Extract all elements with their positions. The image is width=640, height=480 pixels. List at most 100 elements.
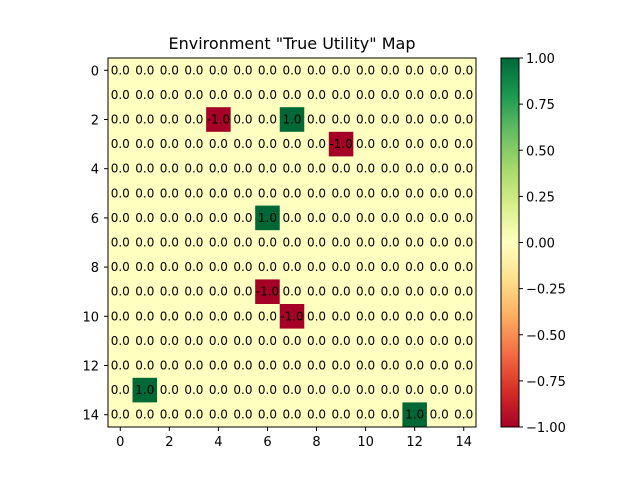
heatmap-cell bbox=[328, 377, 354, 403]
heatmap-cell-label: 0.0 bbox=[405, 88, 424, 102]
heatmap-cell-label: 0.0 bbox=[184, 113, 203, 127]
heatmap-cell bbox=[255, 377, 281, 403]
heatmap-cell bbox=[132, 353, 158, 379]
heatmap-cell bbox=[451, 377, 477, 403]
colorbar-tick-label: 0.25 bbox=[526, 190, 555, 205]
heatmap-cell bbox=[108, 107, 133, 133]
heatmap-cell bbox=[377, 131, 403, 157]
heatmap-cell-label: 0.0 bbox=[233, 359, 252, 373]
heatmap-cell-label: 0.0 bbox=[160, 359, 179, 373]
heatmap-cell bbox=[451, 205, 477, 231]
heatmap-cell-label: 0.0 bbox=[135, 408, 154, 422]
heatmap-cell-label: 0.0 bbox=[233, 113, 252, 127]
heatmap-cell-label: 0.0 bbox=[405, 137, 424, 151]
heatmap-cell-label: 0.0 bbox=[258, 309, 277, 323]
heatmap-cell-label: 0.0 bbox=[209, 186, 228, 200]
heatmap-cell bbox=[181, 82, 207, 108]
heatmap-cell-label: 0.0 bbox=[258, 63, 277, 77]
heatmap-cell-label: 0.0 bbox=[111, 113, 130, 127]
heatmap-cell-label: 0.0 bbox=[405, 236, 424, 250]
heatmap-cell bbox=[230, 107, 256, 133]
heatmap-cell-label: 0.0 bbox=[184, 236, 203, 250]
heatmap-cell bbox=[157, 279, 182, 305]
heatmap-cell bbox=[181, 402, 207, 428]
heatmap-cell bbox=[279, 304, 305, 329]
heatmap-cell bbox=[328, 131, 354, 157]
heatmap-cell bbox=[304, 181, 330, 206]
heatmap-cell-label: 0.0 bbox=[332, 285, 351, 299]
heatmap-cell bbox=[181, 279, 207, 305]
heatmap-cell bbox=[402, 181, 428, 206]
heatmap-cell bbox=[426, 254, 452, 280]
heatmap-cell bbox=[377, 304, 403, 329]
heatmap-cell bbox=[451, 181, 477, 206]
heatmap-cell bbox=[157, 328, 182, 354]
heatmap-cell bbox=[108, 254, 133, 280]
heatmap-cell-label: 0.0 bbox=[282, 137, 301, 151]
heatmap-cell bbox=[206, 328, 232, 354]
heatmap-cell-label: 0.0 bbox=[184, 359, 203, 373]
heatmap-cell bbox=[206, 107, 232, 133]
heatmap-cell-label: 0.0 bbox=[356, 162, 375, 176]
heatmap-cell bbox=[206, 181, 232, 206]
heatmap-cell-label: 0.0 bbox=[135, 334, 154, 348]
heatmap-cell-label: 0.0 bbox=[356, 88, 375, 102]
heatmap-cell-label: 0.0 bbox=[184, 211, 203, 225]
heatmap-cell-label: 0.0 bbox=[307, 137, 326, 151]
heatmap-cell bbox=[279, 230, 305, 256]
heatmap-cell-label: 0.0 bbox=[184, 383, 203, 397]
heatmap-cell bbox=[132, 58, 158, 83]
colorbar bbox=[500, 57, 520, 428]
heatmap-cell bbox=[157, 205, 182, 231]
heatmap-cell bbox=[377, 402, 403, 428]
heatmap-cell bbox=[328, 328, 354, 354]
heatmap-cell-label: 0.0 bbox=[430, 113, 449, 127]
heatmap-cell-label: 0.0 bbox=[282, 63, 301, 77]
heatmap-cell bbox=[451, 328, 477, 354]
heatmap-cell-label: 0.0 bbox=[307, 383, 326, 397]
heatmap-cell bbox=[230, 254, 256, 280]
heatmap-cell-label: -1.0 bbox=[329, 137, 352, 151]
heatmap-cell bbox=[157, 58, 182, 83]
y-tick-label: 6 bbox=[91, 212, 99, 227]
heatmap-cell bbox=[132, 181, 158, 206]
heatmap-cell bbox=[206, 156, 232, 182]
heatmap-cell bbox=[304, 230, 330, 256]
heatmap-cell-label: 0.0 bbox=[160, 113, 179, 127]
heatmap-cell-label: 0.0 bbox=[233, 186, 252, 200]
heatmap-cell bbox=[451, 82, 477, 108]
heatmap-cell bbox=[255, 304, 281, 329]
heatmap-cell-label: 0.0 bbox=[381, 162, 400, 176]
heatmap-cell-label: 0.0 bbox=[111, 236, 130, 250]
heatmap-cell-label: 0.0 bbox=[111, 211, 130, 225]
heatmap-cell-label: 0.0 bbox=[332, 260, 351, 274]
heatmap-cell-label: 0.0 bbox=[356, 285, 375, 299]
heatmap-cell bbox=[157, 353, 182, 379]
heatmap-cell bbox=[108, 156, 133, 182]
heatmap-cell bbox=[230, 402, 256, 428]
heatmap-cell bbox=[206, 58, 232, 83]
heatmap-cell bbox=[206, 279, 232, 305]
heatmap-cell-label: 0.0 bbox=[381, 359, 400, 373]
heatmap-cell-label: 0.0 bbox=[356, 309, 375, 323]
heatmap-cell bbox=[402, 377, 428, 403]
heatmap-cell bbox=[426, 402, 452, 428]
heatmap-cell bbox=[279, 402, 305, 428]
heatmap-cell bbox=[108, 131, 133, 157]
heatmap-cell-label: 0.0 bbox=[160, 236, 179, 250]
heatmap-cell-label: 0.0 bbox=[209, 63, 228, 77]
heatmap-cell bbox=[108, 82, 133, 108]
heatmap-cell bbox=[353, 82, 379, 108]
heatmap-cell-label: 0.0 bbox=[233, 137, 252, 151]
colorbar-tick-label: −1.00 bbox=[526, 421, 566, 436]
heatmap-cell-label: 0.0 bbox=[430, 236, 449, 250]
heatmap-cell-label: 0.0 bbox=[405, 162, 424, 176]
heatmap-cell bbox=[402, 131, 428, 157]
heatmap-cell-label: -1.0 bbox=[280, 309, 303, 323]
heatmap-cell-label: 0.0 bbox=[405, 334, 424, 348]
heatmap-cell-label: 0.0 bbox=[332, 236, 351, 250]
heatmap-cells bbox=[108, 58, 477, 428]
heatmap-cell bbox=[328, 205, 354, 231]
heatmap-cell-label: 0.0 bbox=[405, 383, 424, 397]
heatmap-cell-label: 0.0 bbox=[454, 211, 473, 225]
